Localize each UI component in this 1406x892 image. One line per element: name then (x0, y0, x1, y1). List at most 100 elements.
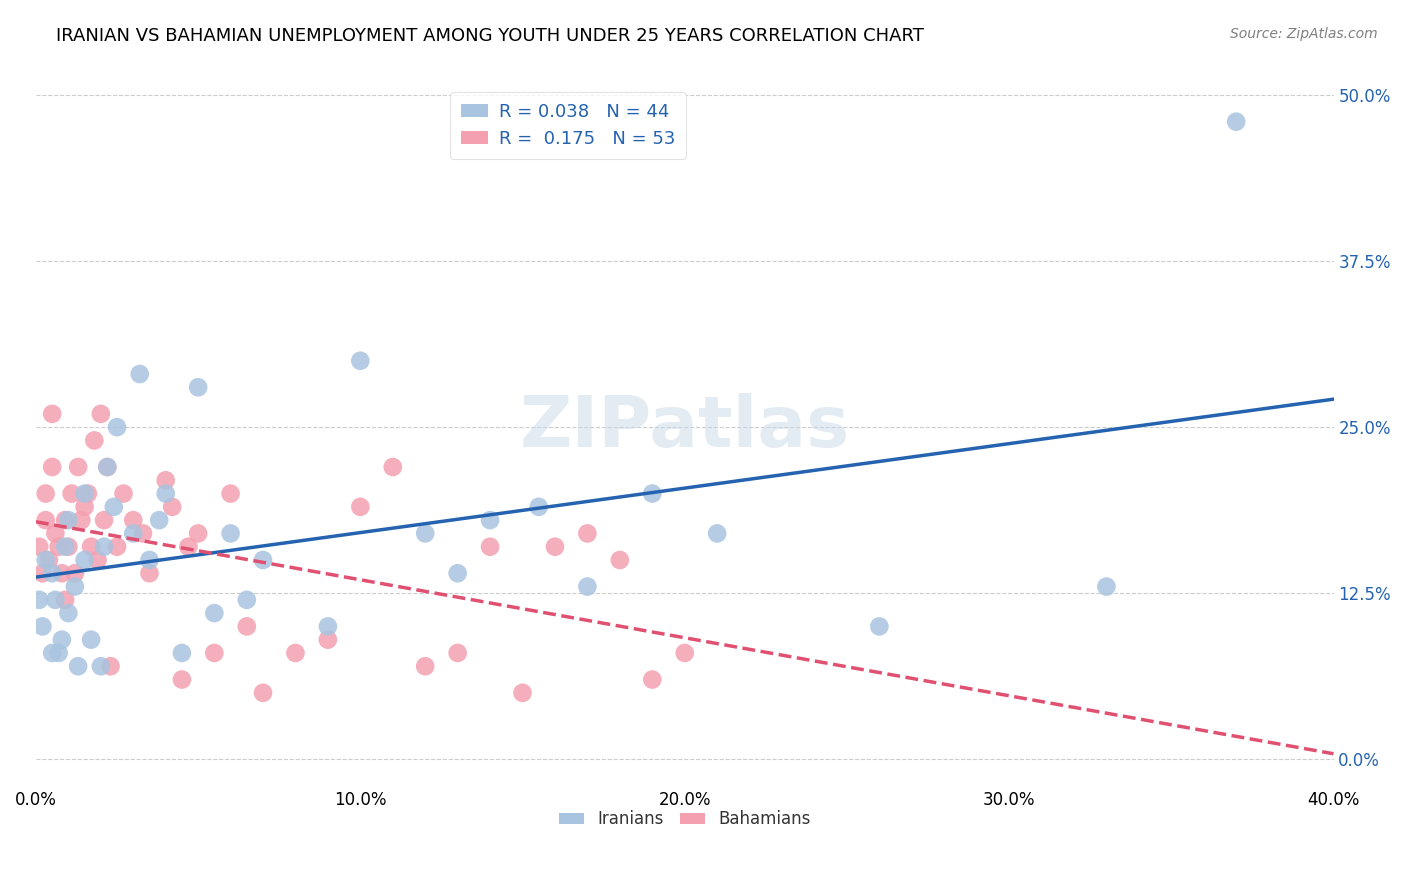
Point (641, 673, 664, 687)
Point (202, 646, 225, 660)
Point (252, 553, 274, 567)
Point (73, 486, 96, 500)
Point (138, 553, 160, 567)
Point (252, 686, 274, 700)
Point (73, 500, 96, 514)
Point (187, 380, 209, 394)
Point (73, 553, 96, 567)
Point (90, 659, 112, 673)
Point (413, 659, 436, 673)
Point (67, 659, 90, 673)
Point (93, 513, 115, 527)
Point (284, 646, 307, 660)
Point (512, 686, 534, 700)
Point (28, 540, 51, 554)
Point (41, 407, 63, 421)
Point (76, 486, 98, 500)
Point (93, 540, 115, 554)
Point (576, 580, 599, 594)
Point (31, 619, 53, 633)
Point (105, 540, 128, 554)
Point (187, 526, 209, 541)
Point (446, 566, 468, 581)
Text: IRANIAN VS BAHAMIAN UNEMPLOYMENT AMONG YOUTH UNDER 25 YEARS CORRELATION CHART: IRANIAN VS BAHAMIAN UNEMPLOYMENT AMONG Y… (56, 27, 924, 45)
Point (58, 540, 80, 554)
Point (80, 632, 103, 647)
Point (122, 513, 145, 527)
Point (86, 553, 108, 567)
Point (349, 353, 371, 368)
Point (381, 460, 404, 475)
Point (80, 540, 103, 554)
Point (96, 460, 118, 475)
Point (527, 500, 550, 514)
Point (53, 513, 76, 527)
Point (70, 513, 93, 527)
Point (51, 566, 73, 581)
Point (90, 407, 112, 421)
Point (219, 526, 242, 541)
Point (609, 553, 631, 567)
Point (128, 367, 150, 381)
Point (112, 486, 135, 500)
Point (316, 619, 339, 633)
Point (48, 646, 70, 660)
Point (236, 619, 259, 633)
Point (316, 632, 339, 647)
Point (479, 540, 502, 554)
Point (63, 566, 86, 581)
Point (413, 526, 436, 541)
Point (673, 646, 696, 660)
Point (1095, 580, 1118, 594)
Point (446, 646, 468, 660)
Point (44, 526, 66, 541)
Point (122, 526, 145, 541)
Legend: Iranians, Bahamians: Iranians, Bahamians (553, 804, 817, 835)
Point (41, 646, 63, 660)
Text: Source: ZipAtlas.com: Source: ZipAtlas.com (1230, 27, 1378, 41)
Point (38, 553, 60, 567)
Point (53, 592, 76, 607)
Point (641, 486, 664, 500)
Point (103, 500, 125, 514)
Point (58, 513, 80, 527)
Point (177, 540, 200, 554)
Text: ZIPatlas: ZIPatlas (520, 392, 849, 462)
Point (868, 619, 890, 633)
Point (160, 500, 183, 514)
Point (100, 659, 122, 673)
Point (706, 526, 728, 541)
Point (170, 646, 193, 660)
Point (105, 420, 128, 434)
Point (44, 592, 66, 607)
Point (96, 460, 118, 475)
Point (34, 553, 56, 567)
Point (576, 526, 599, 541)
Point (31, 566, 53, 581)
Point (28, 592, 51, 607)
Point (58, 606, 80, 620)
Point (132, 526, 155, 541)
Point (236, 592, 259, 607)
Point (34, 486, 56, 500)
Point (219, 486, 242, 500)
Point (51, 632, 73, 647)
Point (138, 566, 160, 581)
Point (349, 500, 371, 514)
Point (53, 540, 76, 554)
Point (148, 513, 170, 527)
Point (155, 486, 177, 500)
Point (1225, 114, 1247, 128)
Point (67, 460, 90, 475)
Point (155, 473, 177, 487)
Point (544, 540, 567, 554)
Point (60, 486, 83, 500)
Point (479, 513, 502, 527)
Point (202, 606, 225, 620)
Point (48, 540, 70, 554)
Point (83, 434, 105, 448)
Point (170, 673, 193, 687)
Point (34, 513, 56, 527)
Point (41, 566, 63, 581)
Point (63, 580, 86, 594)
